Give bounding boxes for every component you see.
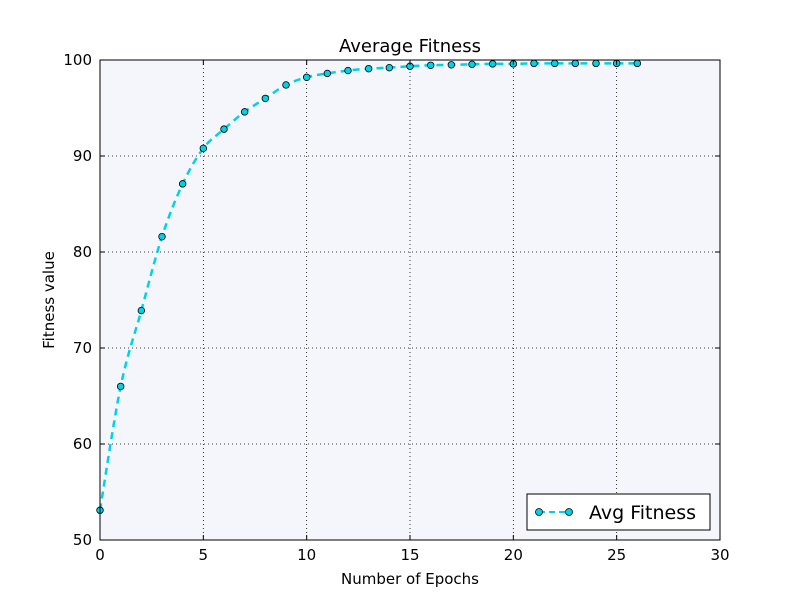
y-tick-label: 50 (73, 531, 92, 549)
x-tick-label: 30 (710, 546, 729, 564)
data-point (323, 69, 332, 78)
data-point (116, 382, 125, 391)
y-tick-label: 60 (73, 435, 92, 453)
data-point (158, 232, 166, 241)
data-point (571, 59, 580, 68)
data-point (261, 94, 270, 103)
data-point (344, 66, 352, 75)
data-point (550, 59, 559, 68)
data-point (282, 81, 290, 89)
data-point (447, 61, 456, 69)
data-point (220, 125, 228, 133)
x-tick-label: 15 (400, 546, 419, 564)
y-tick-label: 100 (63, 51, 92, 69)
x-tick-label: 0 (95, 546, 105, 564)
data-point (426, 61, 435, 69)
y-tick-label: 90 (73, 147, 92, 165)
data-point (240, 108, 249, 116)
data-point (468, 60, 476, 69)
data-point (178, 180, 187, 188)
x-axis-label: Number of Epochs (341, 570, 479, 588)
data-point (633, 59, 642, 68)
legend-box (526, 493, 711, 531)
data-point (592, 59, 600, 68)
data-point (385, 63, 394, 72)
data-point (364, 64, 373, 73)
y-tick-label: 70 (73, 339, 92, 357)
series-line (98, 62, 638, 511)
data-point (488, 60, 497, 68)
y-tick-label: 80 (73, 243, 92, 261)
legend-marker (565, 508, 573, 516)
data-point (530, 59, 538, 68)
y-axis-label: Fitness value (40, 251, 58, 349)
x-tick-label: 25 (607, 546, 626, 564)
x-tick-label: 5 (199, 546, 209, 564)
legend-marker (535, 508, 543, 516)
legend-label: Avg Fitness (589, 502, 696, 524)
data-point (199, 144, 208, 153)
legend: Avg Fitness (526, 493, 711, 531)
tick-group: 0 5 10 15 20 25 30 50 60 70 80 90 100 (63, 51, 729, 564)
x-tick-label: 20 (504, 546, 523, 564)
x-tick-label: 10 (297, 546, 316, 564)
data-point (302, 73, 311, 81)
data-point (137, 306, 146, 315)
grid-lines (100, 60, 720, 540)
chart-title: Average Fitness (339, 36, 481, 57)
